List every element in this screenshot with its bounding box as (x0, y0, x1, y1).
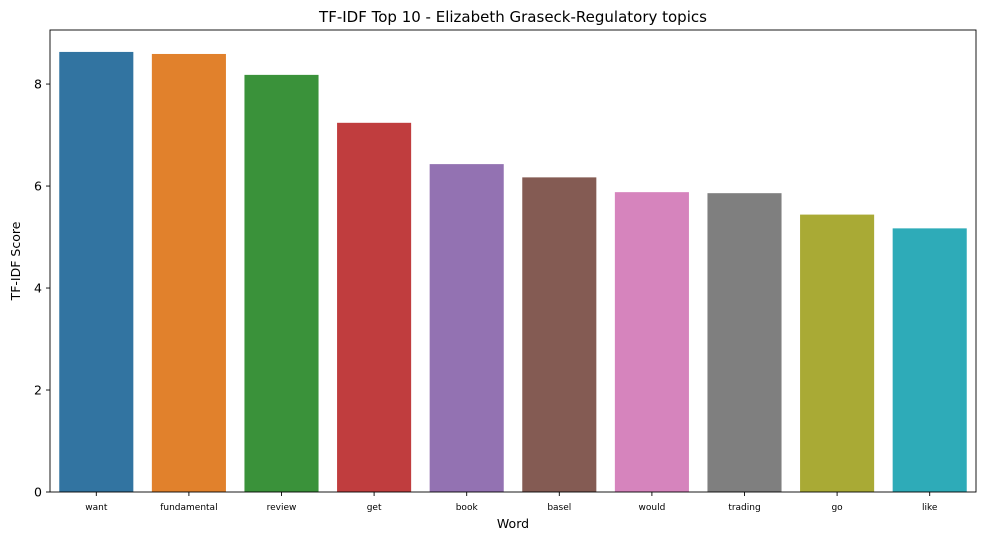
bar-like (892, 228, 967, 492)
x-tick-label: fundamental (160, 503, 217, 513)
bar-basel (522, 177, 597, 493)
bar-book (429, 164, 504, 492)
y-axis: 0 2 4 6 8 (34, 77, 50, 500)
bar-go (800, 214, 875, 493)
x-tick-label: basel (547, 503, 571, 513)
bar-review (244, 74, 319, 492)
y-axis-label: TF-IDF Score (8, 221, 23, 301)
bar-want (59, 51, 134, 492)
y-tick-label: 6 (34, 179, 42, 194)
chart-title: TF-IDF Top 10 - Elizabeth Graseck-Regula… (318, 8, 707, 26)
y-tick-label: 0 (34, 485, 42, 500)
x-tick-label: get (367, 503, 382, 513)
x-tick-label: would (639, 503, 666, 513)
x-tick-label: book (456, 503, 479, 513)
bar-fundamental (151, 53, 226, 492)
y-tick-label: 2 (34, 383, 42, 398)
bars-group (59, 51, 967, 493)
x-axis: want fundamental review get book basel would tr… (85, 492, 938, 513)
y-tick-label: 4 (34, 281, 42, 296)
bar-would (614, 192, 689, 492)
x-tick-label: like (922, 503, 938, 513)
bar-trading (707, 193, 782, 492)
y-tick-label: 8 (34, 77, 42, 92)
x-tick-label: review (267, 503, 297, 513)
x-axis-label: Word (497, 516, 529, 531)
x-tick-label: trading (728, 503, 760, 513)
x-tick-label: want (85, 503, 108, 513)
bar-get (337, 122, 412, 492)
plot-frame (49, 29, 977, 493)
x-tick-label: go (831, 503, 843, 513)
